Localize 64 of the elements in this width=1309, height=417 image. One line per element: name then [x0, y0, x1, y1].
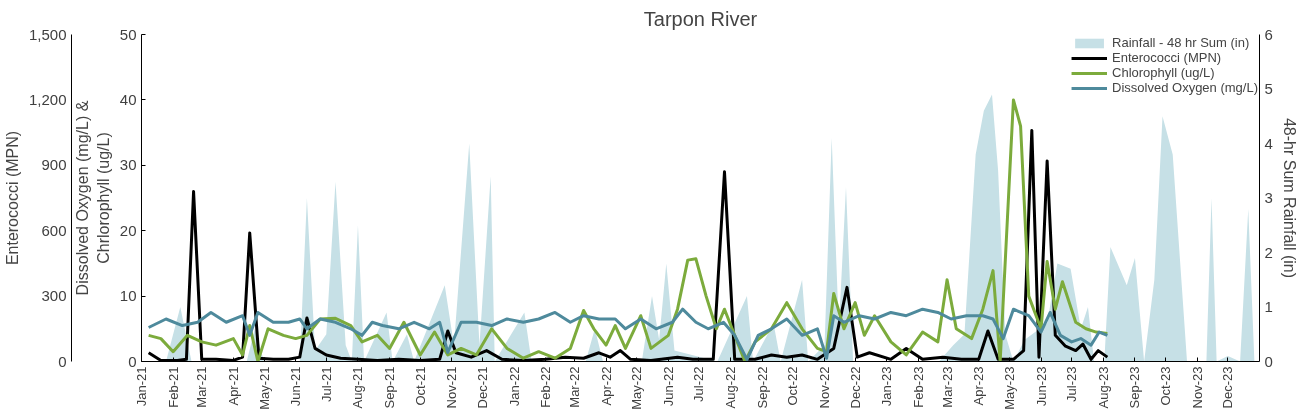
x-tick-label: Feb-21 — [165, 366, 181, 408]
y-tick-label: 50 — [119, 25, 137, 43]
y2-tick-label: 6 — [1264, 25, 1273, 43]
y2-tick-label: 0 — [1264, 352, 1273, 370]
x-tick-label: Aug-22 — [723, 366, 739, 409]
x-tick-label: Mar-22 — [566, 366, 582, 408]
y3-tick-label: 1,200 — [28, 90, 67, 108]
y2-tick-label: 1 — [1264, 298, 1273, 315]
legend-label: Enterococci (MPN) — [1112, 50, 1222, 65]
y3-tick-label: 1,500 — [28, 25, 67, 43]
x-tick-label: Jun-23 — [1033, 366, 1049, 407]
x-tick-label: Sep-22 — [754, 366, 770, 409]
legend-label: Rainfall - 48 hr Sum (in) — [1112, 35, 1250, 50]
y2-tick-label: 2 — [1264, 243, 1273, 261]
y-tick-label: 0 — [128, 352, 137, 370]
x-tick-label: Sep-21 — [382, 366, 398, 409]
y2-tick-label: 4 — [1264, 134, 1273, 152]
x-tick-label: Jun-21 — [288, 366, 304, 407]
y-axis-title: Dissolved Oxygen (mg/L) & Chrlorophyll (ug/L) — [74, 100, 112, 296]
x-tick-label: Oct-22 — [785, 366, 801, 406]
x-tick-label: Nov-23 — [1189, 366, 1205, 409]
x-tick-label: Jun-22 — [660, 366, 676, 407]
x-tick-label: Sep-23 — [1127, 366, 1143, 409]
x-tick-label: Jan-22 — [506, 366, 522, 407]
x-tick-label: Jan-21 — [134, 366, 149, 407]
x-tick-label: Jul-21 — [318, 366, 334, 402]
x-tick-label: Feb-22 — [538, 366, 554, 408]
x-tick-label: Dec-23 — [1220, 366, 1236, 409]
x-tick-label: Oct-23 — [1158, 366, 1174, 406]
y3-tick-label: 300 — [41, 287, 67, 305]
x-tick-label: May-23 — [1001, 366, 1017, 410]
x-tick-label: Apr-23 — [971, 366, 987, 406]
legend-label: Chlorophyll (ug/L) — [1112, 65, 1215, 80]
x-tick-label: Feb-23 — [910, 366, 926, 408]
x-tick-label: May-21 — [256, 366, 272, 410]
line-series — [147, 307, 1109, 362]
x-tick-label: Apr-22 — [598, 366, 614, 406]
y3-axis-title: Enterococci (MPN) — [3, 130, 21, 266]
x-tick-label: Aug-23 — [1095, 366, 1111, 409]
x-tick-label: Dec-21 — [475, 366, 491, 409]
y2-tick-label: 3 — [1264, 189, 1273, 206]
x-tick-label: Jul-23 — [1064, 366, 1080, 402]
y2-tick-label: 5 — [1264, 80, 1273, 97]
x-tick-label: Jul-22 — [691, 366, 707, 402]
y2-axis-title: 48-hr Sum Rainfall (in) — [1280, 117, 1298, 279]
y-tick-label: 20 — [119, 221, 137, 239]
x-tick-label: Mar-23 — [939, 366, 955, 408]
x-tick-label: May-22 — [629, 366, 645, 410]
y3-tick-label: 900 — [41, 156, 67, 174]
x-tick-label: Jan-23 — [879, 366, 895, 407]
x-tick-label: Nov-21 — [444, 366, 460, 409]
x-tick-label: Aug-21 — [350, 366, 366, 409]
x-tick-label: Apr-21 — [225, 366, 241, 406]
y-tick-label: 30 — [119, 156, 137, 174]
y3-tick-label: 600 — [41, 221, 67, 239]
x-tick-label: Mar-21 — [194, 366, 210, 408]
x-tick-label: Dec-22 — [847, 366, 863, 409]
y-tick-label: 10 — [119, 287, 137, 305]
chart-title: Tarpon River — [643, 7, 758, 30]
y-tick-label: 40 — [119, 90, 137, 108]
x-tick-label: Nov-22 — [817, 366, 833, 409]
y3-tick-label: 0 — [58, 352, 67, 370]
legend-label: Dissolved Oxygen (mg/L) — [1112, 80, 1258, 95]
x-tick-label: Oct-21 — [412, 366, 428, 406]
